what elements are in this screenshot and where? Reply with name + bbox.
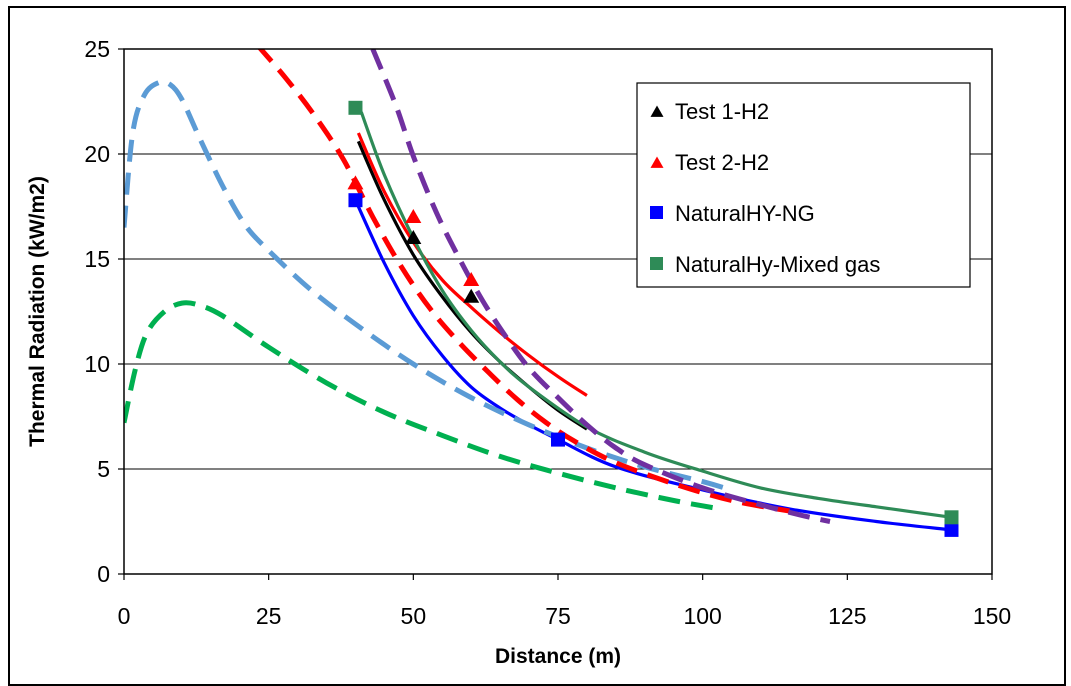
x-tick-label: 100: [683, 603, 721, 629]
dashed-curve-9: [124, 300, 721, 512]
x-tick-label: 50: [401, 603, 427, 629]
legend-box: [636, 82, 971, 288]
square-marker: [348, 100, 363, 115]
x-tick-label: 75: [545, 603, 571, 629]
dashed-curve-11: [370, 49, 831, 524]
series-markers: [347, 100, 959, 537]
x-tick-label: 25: [256, 603, 282, 629]
square-marker: [348, 193, 363, 208]
y-axis-label: Thermal Radiation (kW/m2): [26, 176, 49, 447]
legend-square-marker: [650, 206, 663, 219]
y-tick-label: 0: [97, 561, 110, 587]
x-axis-ticks: 0 25 50 75 100 125 150: [118, 574, 1011, 629]
triangle-marker: [405, 209, 422, 223]
dashed-curve-8: [124, 79, 733, 493]
legend-label: Test 1-H2: [675, 99, 769, 124]
legend-triangle-marker: [650, 105, 664, 117]
legend-triangle-marker: [650, 156, 664, 168]
solid-curve-5: [356, 132, 588, 397]
x-tick-label: 125: [828, 603, 866, 629]
x-axis-label: Distance (m): [495, 645, 621, 668]
triangle-marker: [347, 175, 364, 190]
y-tick-label: 10: [84, 351, 110, 377]
dashed-curve-10: [257, 49, 790, 514]
y-tick-label: 25: [84, 36, 110, 62]
square-marker: [944, 510, 959, 525]
y-axis-ticks: 0 5 10 15 20 25: [84, 36, 124, 587]
solid-curve-6: [354, 199, 952, 532]
square-marker: [944, 522, 959, 537]
triangle-marker: [463, 272, 480, 286]
square-marker: [551, 432, 565, 447]
legend-label: NaturalHY-NG: [675, 201, 815, 226]
legend-label: Test 2-H2: [675, 150, 769, 175]
triangle-marker: [463, 288, 480, 303]
legend-label: NaturalHy-Mixed gas: [675, 252, 880, 277]
x-tick-label: 150: [973, 603, 1011, 629]
legend-square-marker: [650, 257, 663, 270]
y-tick-label: 5: [97, 456, 110, 482]
legend: Test 1-H2 Test 2-H2 NaturalHY-NG NaturalHy-…: [636, 82, 971, 288]
y-tick-label: 20: [84, 141, 110, 167]
x-tick-label: 0: [118, 603, 131, 629]
y-tick-label: 15: [84, 246, 110, 272]
triangle-marker: [405, 230, 422, 244]
